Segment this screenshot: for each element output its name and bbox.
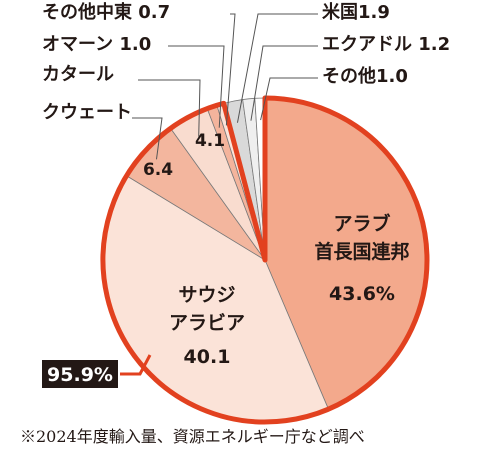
leader-line — [250, 45, 318, 121]
badge-background — [42, 360, 118, 388]
slice-label: 米国1.9 — [322, 1, 390, 23]
middle-east-total-badge: 95.9% — [42, 354, 152, 388]
leader-lines — [132, 13, 318, 160]
slice-label: 43.6% — [329, 283, 395, 305]
slice-label: オマーン 1.0 — [42, 34, 151, 55]
leader-line — [236, 13, 318, 123]
slice-label: サウジ — [178, 284, 235, 306]
middle-east-outline — [100, 95, 430, 425]
slice-label: エクアドル 1.2 — [322, 34, 450, 55]
badge-label: 95.9% — [47, 364, 113, 386]
slice-label: 40.1 — [184, 346, 231, 368]
slice-label: クウェート — [42, 102, 132, 123]
leader-line — [168, 45, 225, 128]
slice-label: その他中東 0.7 — [42, 1, 170, 23]
slice-label: カタール — [42, 64, 114, 85]
slice-label: 4.1 — [195, 131, 225, 151]
leader-line — [138, 79, 201, 137]
slice-label: 首長国連邦 — [314, 240, 409, 263]
badge-pointer — [120, 354, 152, 376]
footnote: ※2024年度輸入量、資源エネルギー庁など調べ — [20, 427, 365, 446]
leader-line — [260, 77, 318, 121]
leader-line — [132, 117, 163, 160]
slice-label: その他1.0 — [322, 65, 408, 87]
slice-label: アラビア — [169, 312, 245, 334]
leader-line — [225, 13, 236, 126]
slice-label: 6.4 — [143, 160, 173, 180]
slice-label: アラブ — [333, 212, 390, 235]
